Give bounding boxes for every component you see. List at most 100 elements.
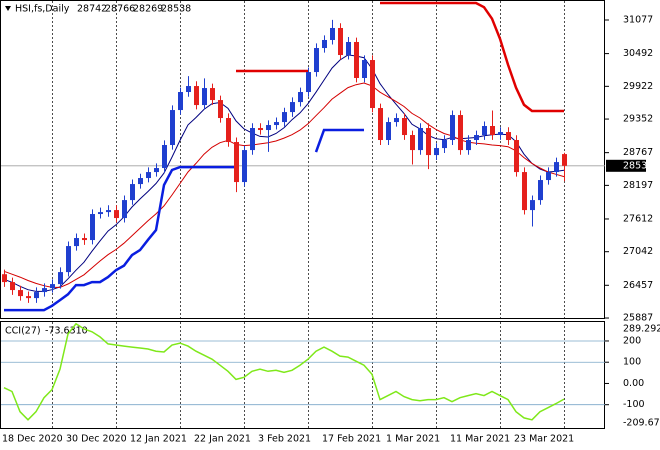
candle-body: [242, 150, 247, 183]
x-tick-label: 12 Jan 2021: [130, 434, 187, 445]
candle-body: [522, 172, 527, 211]
candle-body: [386, 122, 391, 141]
overlay-line: [4, 128, 364, 312]
candle-body: [490, 126, 495, 136]
candle-body: [2, 274, 7, 283]
candle-body: [322, 39, 327, 49]
candle-body: [426, 128, 431, 156]
candle-body: [434, 148, 439, 156]
y-tick-label: 100: [623, 357, 641, 368]
candle-body: [74, 238, 79, 247]
candle-body: [250, 128, 255, 151]
ohlc-close: 28538: [161, 4, 191, 15]
ohlc-open: 28742: [77, 4, 107, 15]
y-tick-label: 26457: [623, 280, 653, 291]
y-tick-label: 28197: [623, 180, 653, 191]
candle-body: [162, 145, 167, 169]
y-range-label: -209.673: [623, 418, 660, 429]
candle-body: [538, 180, 543, 201]
candle-body: [202, 88, 207, 106]
candle-body: [498, 132, 503, 136]
candle-body: [170, 110, 175, 146]
y-tick-label: 31077: [623, 15, 653, 26]
candle-body: [178, 92, 183, 111]
price-tag: [606, 159, 646, 172]
candle-body: [466, 140, 471, 151]
price-tag-label: 28538: [623, 160, 653, 171]
candle-body: [306, 72, 311, 93]
overlay-line: [236, 1, 564, 113]
candle-body: [82, 238, 87, 241]
price-window: [0, 0, 605, 319]
candle-body: [554, 162, 559, 173]
y-tick-label: 29922: [623, 81, 653, 92]
candle-body: [394, 118, 399, 123]
candle-body: [26, 296, 31, 299]
candle-body: [354, 41, 359, 79]
x-tick-label: 11 Mar 2021: [450, 434, 510, 445]
candle-body: [98, 212, 103, 215]
candle-body: [186, 86, 191, 93]
x-tick-label: 22 Jan 2021: [194, 434, 251, 445]
candle-body: [138, 178, 143, 185]
candle-body: [298, 92, 303, 103]
candle-body: [226, 118, 231, 143]
x-tick-label: 17 Feb 2021: [322, 434, 381, 445]
y-tick-label: 0.00: [623, 378, 644, 389]
candle-body: [274, 122, 279, 126]
candle-body: [234, 142, 239, 183]
candle-body: [146, 172, 151, 179]
candle-body: [330, 27, 335, 40]
candle-body: [442, 140, 447, 149]
candle-body: [258, 128, 263, 131]
candle-body: [42, 288, 47, 293]
candle-body: [402, 118, 407, 136]
candle-body: [346, 41, 351, 56]
candle-body: [418, 128, 423, 151]
y-tick-label: 29352: [623, 114, 653, 125]
candle-body: [410, 135, 415, 151]
x-tick-label: 3 Feb 2021: [258, 434, 311, 445]
candle-body: [474, 135, 479, 141]
candle-body: [194, 86, 199, 106]
candle-body: [58, 272, 63, 285]
candle-body: [10, 282, 15, 291]
menu-arrow: [5, 6, 11, 11]
candle-body: [290, 102, 295, 113]
y-tick-label: 27042: [623, 246, 653, 257]
cci-title: CCI(27): [5, 326, 41, 337]
y-tick-label: 200: [623, 335, 641, 346]
candle-body: [130, 184, 135, 201]
candle-body: [154, 168, 159, 173]
candle-body: [34, 292, 39, 299]
candle-body: [514, 140, 519, 173]
cci-window: [0, 321, 605, 429]
candle-body: [106, 210, 111, 213]
cci-current: -73.6310: [45, 326, 88, 337]
candle-body: [282, 112, 287, 123]
x-tick-label: 1 Mar 2021: [386, 434, 440, 445]
candle-body: [378, 108, 383, 141]
candle-body: [458, 115, 463, 151]
x-tick-label: 18 Dec 2020: [2, 434, 63, 445]
x-tick-label: 30 Dec 2020: [66, 434, 127, 445]
y-tick-label: -100: [623, 399, 645, 410]
candle-body: [266, 125, 271, 131]
ohlc-high: 28766: [105, 4, 135, 15]
candle-body: [450, 115, 455, 141]
candle-body: [50, 284, 55, 289]
candle-body: [338, 27, 343, 56]
candle-body: [370, 60, 375, 109]
candle-body: [114, 210, 119, 219]
symbol-label: HSI,fs,Daily: [15, 4, 70, 15]
candle-body: [314, 48, 319, 73]
candle-body: [90, 214, 95, 241]
x-tick-label: 23 Mar 2021: [514, 434, 574, 445]
y-tick-label: 28767: [623, 147, 653, 158]
candle-body: [122, 200, 127, 219]
candle-body: [362, 60, 367, 79]
candle-body: [530, 200, 535, 211]
candle-body: [562, 154, 567, 166]
ohlc-low: 28269: [133, 4, 163, 15]
